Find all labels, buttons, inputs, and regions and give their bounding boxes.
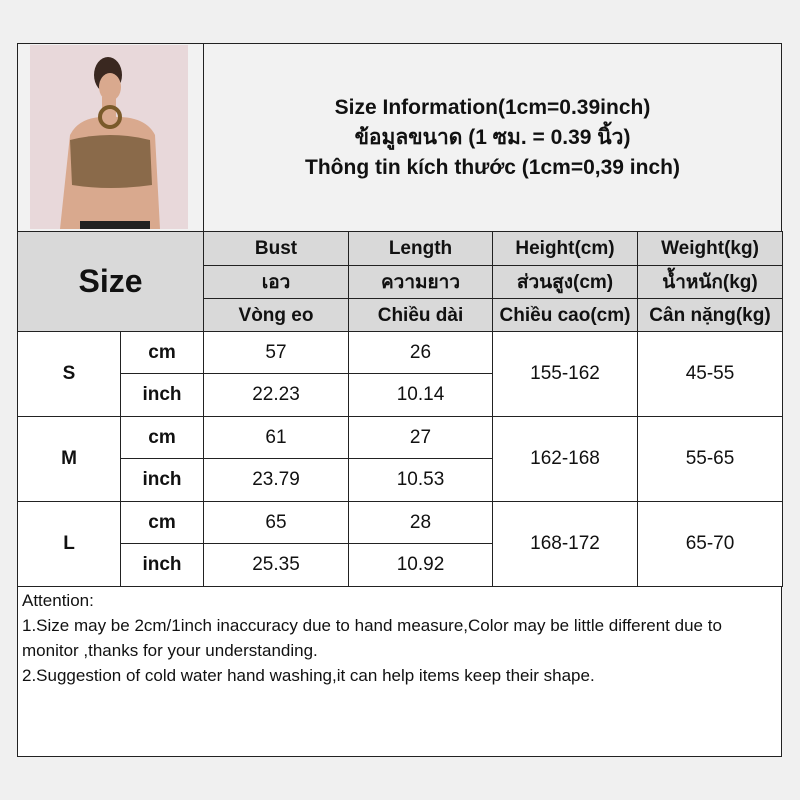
column-header: Bust	[203, 231, 349, 266]
height-value: 155-162	[492, 331, 638, 417]
column-header: น้ำหนัก(kg)	[637, 265, 783, 299]
size-label: S	[17, 331, 121, 417]
unit-inch: inch	[120, 458, 204, 502]
cm-value: 28	[348, 501, 493, 544]
title-vi: Thông tin kích thước (1cm=0,39 inch)	[305, 155, 680, 179]
weight-value: 45-55	[637, 331, 783, 417]
unit-inch: inch	[120, 543, 204, 587]
note-2: 2.Suggestion of cold water hand washing,…	[22, 666, 595, 685]
weight-value: 55-65	[637, 416, 783, 502]
column-header: Length	[348, 231, 493, 266]
column-header: ความยาว	[348, 265, 493, 299]
title-th: ข้อมูลขนาด (1 ซม. = 0.39 นิ้ว)	[354, 125, 631, 149]
weight-value: 65-70	[637, 501, 783, 587]
note-1: 1.Size may be 2cm/1inch inaccuracy due t…	[22, 616, 722, 660]
column-header: Chiều dài	[348, 298, 493, 333]
cm-value: 27	[348, 416, 493, 459]
cm-value: 65	[203, 501, 349, 544]
column-header: เอว	[203, 265, 349, 299]
cm-value: 61	[203, 416, 349, 459]
height-value: 168-172	[492, 501, 638, 587]
unit-cm: cm	[120, 501, 204, 544]
inch-value: 23.79	[203, 458, 349, 502]
attention-notes: Attention: 1.Size may be 2cm/1inch inacc…	[17, 585, 782, 757]
inch-value: 10.14	[348, 373, 493, 417]
inch-value: 10.53	[348, 458, 493, 502]
cm-value: 57	[203, 331, 349, 374]
unit-cm: cm	[120, 416, 204, 459]
unit-cm: cm	[120, 331, 204, 374]
inch-value: 25.35	[203, 543, 349, 587]
inch-value: 10.92	[348, 543, 493, 587]
unit-inch: inch	[120, 373, 204, 417]
column-header: Weight(kg)	[637, 231, 783, 266]
notes-heading: Attention:	[22, 591, 94, 610]
height-value: 162-168	[492, 416, 638, 502]
inch-value: 22.23	[203, 373, 349, 417]
title-cell: Size Information(1cm=0.39inch) ข้อมูลขนา…	[203, 43, 782, 232]
product-photo	[30, 45, 188, 229]
column-header: Vòng eo	[203, 298, 349, 333]
column-header: Cân nặng(kg)	[637, 298, 783, 333]
title-en: Size Information(1cm=0.39inch)	[334, 95, 651, 119]
cm-value: 26	[348, 331, 493, 374]
size-header: Size	[17, 231, 204, 332]
column-header: Chiều cao(cm)	[492, 298, 638, 333]
size-label: L	[17, 501, 121, 587]
size-label: M	[17, 416, 121, 502]
column-header: Height(cm)	[492, 231, 638, 266]
column-header: ส่วนสูง(cm)	[492, 265, 638, 299]
